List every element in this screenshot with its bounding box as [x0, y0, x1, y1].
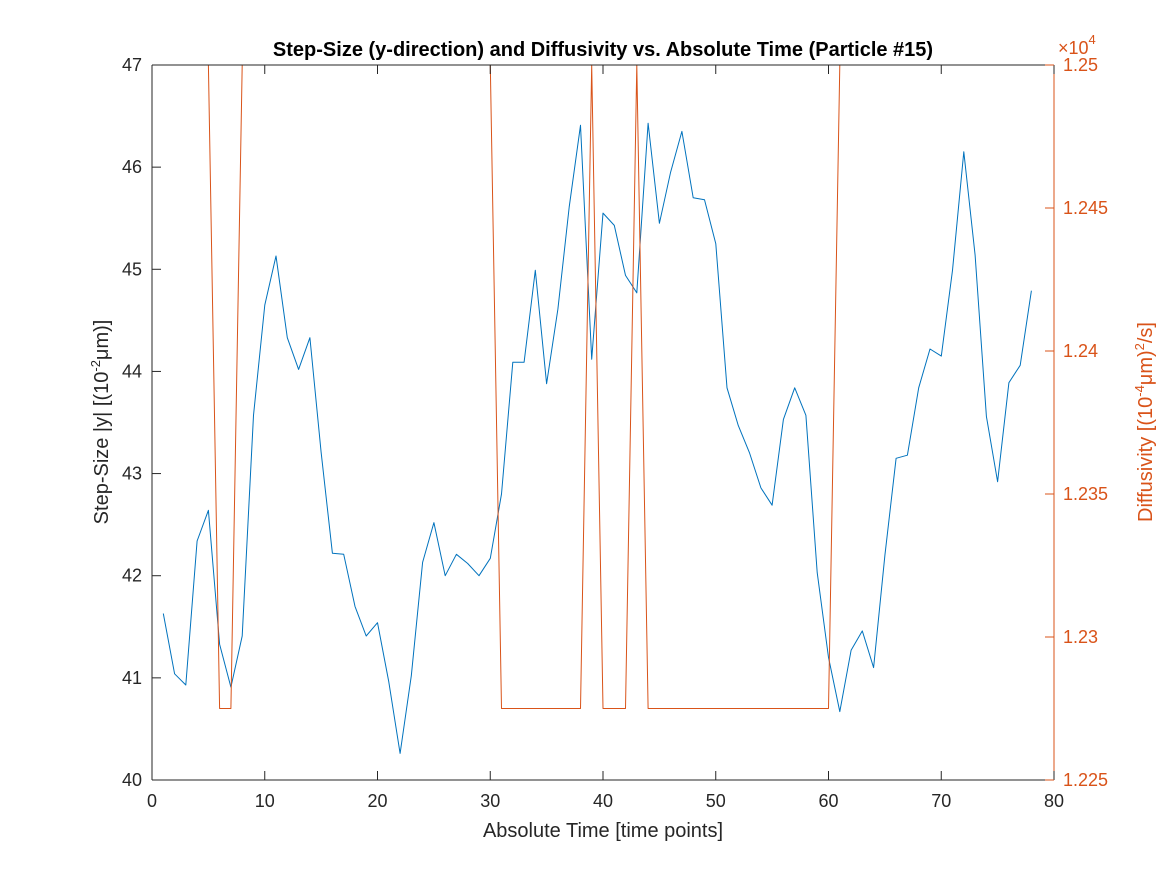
x-tick-label: 80	[1044, 791, 1064, 811]
right-exponent-power: 4	[1089, 32, 1096, 47]
x-tick-label: 20	[367, 791, 387, 811]
y-left-label-text: Step-Size |y| [(10	[91, 372, 113, 525]
y-left-tick-label: 40	[122, 770, 142, 790]
y-right-tick-label: 1.23	[1063, 627, 1098, 647]
plot-area: 0 10 20 30 40 50 60 70 80 40 41 42 43 44 45 46 47 1.225 1.…	[122, 55, 1108, 811]
y-axis-left-label: Step-Size |y| [(10-2μm)]	[88, 320, 113, 525]
y-right-label-sup2: 2	[1132, 343, 1147, 350]
y-right-label-sup1: -4	[1132, 385, 1147, 397]
y-right-tick-label: 1.245	[1063, 198, 1108, 218]
y-right-label-end: /s]	[1135, 322, 1157, 343]
y-axis-right-label: Diffusivity [(10-4μm)2/s]	[1132, 322, 1157, 522]
y-right-label-text: Diffusivity [(10	[1135, 397, 1157, 522]
y-left-label-sup: -2	[88, 360, 103, 372]
diffusivity-series-line	[163, 64, 1032, 709]
y-right-tick-label: 1.25	[1063, 55, 1098, 75]
right-axis-exponent: ×104	[1058, 32, 1096, 58]
chart-title: Step-Size (y-direction) and Diffusivity …	[273, 39, 933, 61]
right-exponent-prefix: ×10	[1058, 38, 1089, 58]
y-right-label-mid: μm)	[1135, 350, 1157, 385]
y-right-tick-label: 1.24	[1063, 341, 1098, 361]
x-axis-label: Absolute Time [time points]	[483, 820, 723, 842]
x-tick-label: 50	[706, 791, 726, 811]
y-left-label-unit: μm)]	[91, 320, 113, 360]
x-tick-label: 40	[593, 791, 613, 811]
y-left-tick-label: 47	[122, 55, 142, 75]
y-left-tick-label: 45	[122, 259, 142, 279]
step-size-series-line	[162, 122, 1032, 754]
x-tick-label: 30	[480, 791, 500, 811]
y-left-tick-label: 43	[122, 464, 142, 484]
x-tick-label: 70	[931, 791, 951, 811]
y-left-tick-label: 41	[122, 668, 142, 688]
x-tick-label: 0	[147, 791, 157, 811]
x-tick-label: 10	[255, 791, 275, 811]
y-left-tick-label: 46	[122, 157, 142, 177]
y-right-tick-label: 1.225	[1063, 770, 1108, 790]
x-tick-label: 60	[818, 791, 838, 811]
y-left-tick-label: 44	[122, 361, 142, 381]
y-right-tick-label: 1.235	[1063, 484, 1108, 504]
y-left-tick-label: 42	[122, 566, 142, 586]
